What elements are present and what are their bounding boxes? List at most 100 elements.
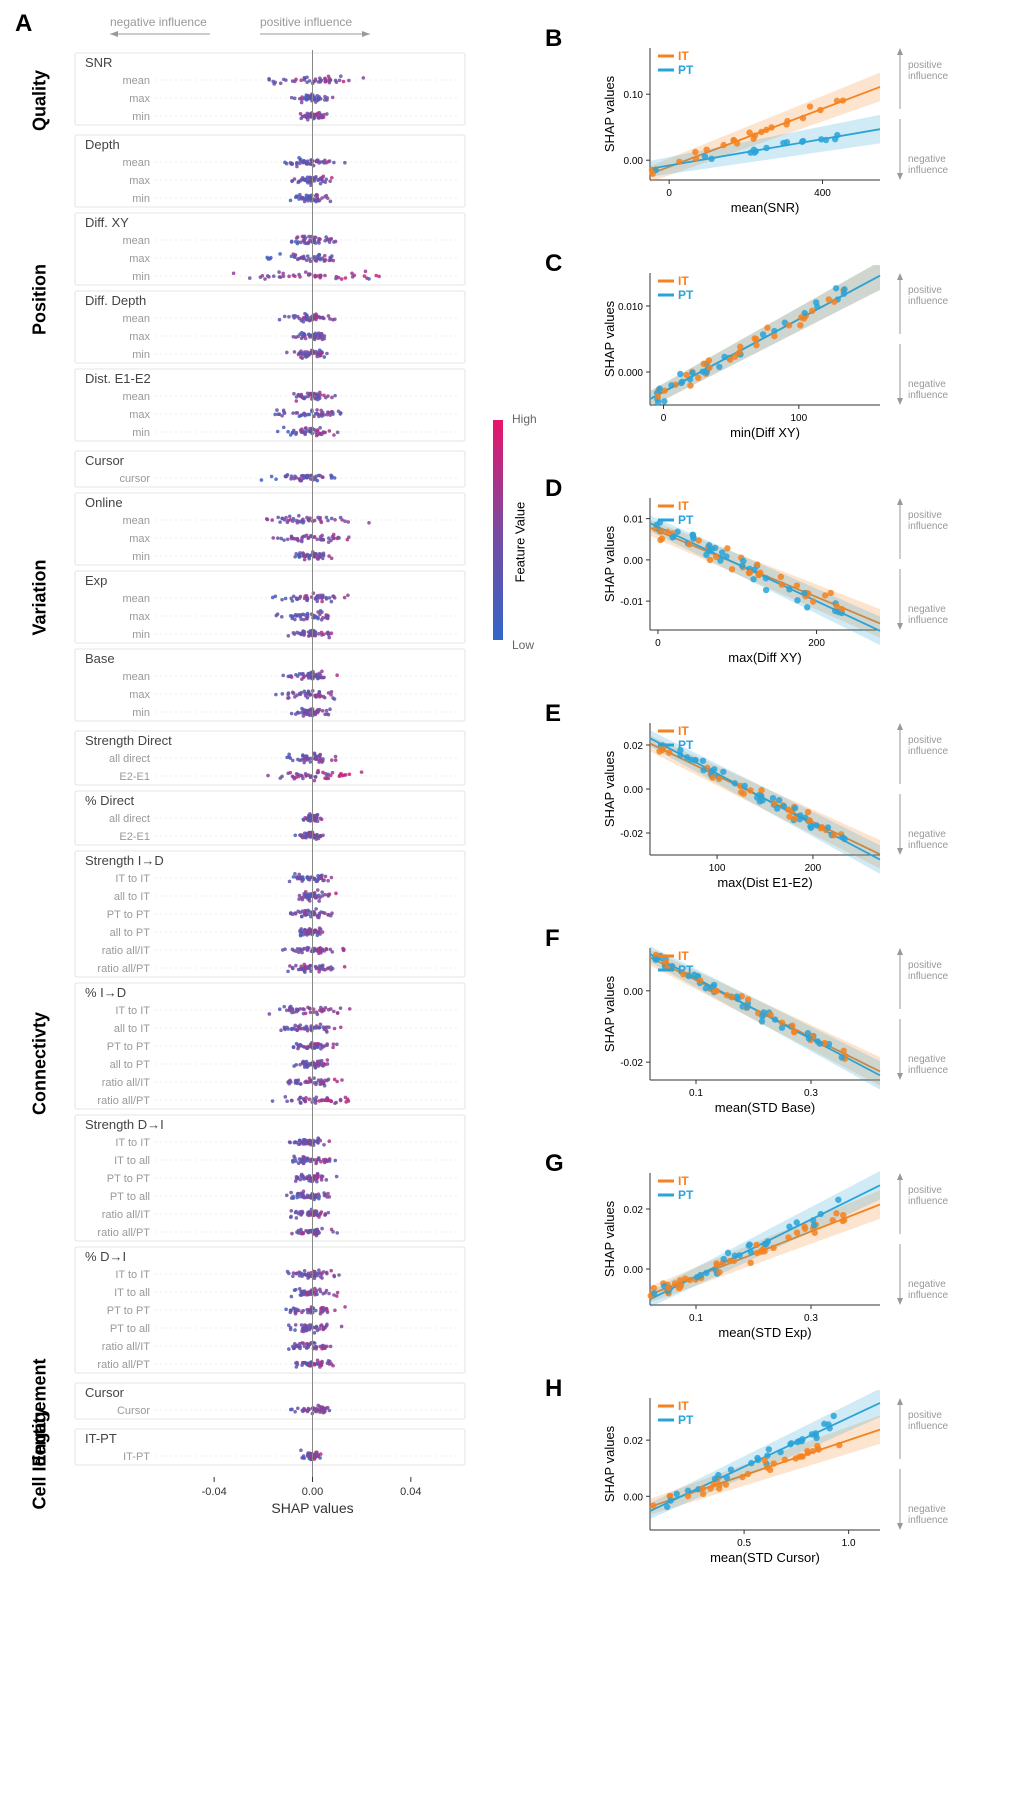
svg-text:IT-PT: IT-PT [123, 1451, 150, 1463]
panel-a-beeswarm: SNRmeanmaxminDepthmeanmaxminDiff. XYmean… [70, 45, 470, 1745]
svg-text:0.00: 0.00 [302, 1486, 323, 1498]
svg-text:% I→D: % I→D [85, 985, 126, 1000]
svg-text:0.00: 0.00 [624, 1492, 644, 1503]
svg-text:-0.02: -0.02 [620, 1058, 643, 1069]
svg-text:ratio all/IT: ratio all/IT [102, 1077, 151, 1089]
svg-text:mean: mean [122, 391, 150, 403]
svg-text:IT to IT: IT to IT [115, 1005, 150, 1017]
svg-text:mean(STD Cursor): mean(STD Cursor) [710, 1550, 820, 1565]
svg-text:min: min [132, 111, 150, 123]
svg-text:min: min [132, 193, 150, 205]
svg-text:0: 0 [666, 188, 672, 199]
svg-text:SHAP values: SHAP values [602, 525, 617, 602]
svg-text:IT to IT: IT to IT [115, 873, 150, 885]
panel-b-scatter: 0.000.100400mean(SNR)SHAP valuesITPTposi… [600, 40, 970, 240]
svg-text:SHAP values: SHAP values [602, 1200, 617, 1277]
category-label: Connectivty [30, 999, 51, 1129]
svg-text:IT to IT: IT to IT [115, 1137, 150, 1149]
colorbar [490, 420, 510, 640]
svg-text:mean: mean [122, 235, 150, 247]
svg-text:% Direct: % Direct [85, 793, 135, 808]
svg-text:all direct: all direct [109, 813, 150, 825]
panel-e-scatter: -0.020.000.02100200max(Dist E1-E2)SHAP v… [600, 715, 970, 915]
svg-text:PT: PT [678, 738, 694, 752]
svg-text:PT: PT [678, 963, 694, 977]
svg-text:PT: PT [678, 1413, 694, 1427]
svg-text:0.01: 0.01 [624, 515, 644, 526]
svg-text:0.02: 0.02 [624, 1205, 644, 1216]
svg-text:0.02: 0.02 [624, 741, 644, 752]
svg-text:max: max [129, 331, 150, 343]
category-label: Variation [30, 533, 51, 663]
svg-text:0.10: 0.10 [624, 90, 644, 101]
svg-text:Online: Online [85, 495, 123, 510]
svg-text:max: max [129, 689, 150, 701]
svg-text:0: 0 [661, 413, 667, 424]
svg-text:IT: IT [678, 724, 689, 738]
svg-text:ratio all/IT: ratio all/IT [102, 1341, 151, 1353]
svg-text:IT to IT: IT to IT [115, 1269, 150, 1281]
svg-text:0.3: 0.3 [804, 1088, 818, 1099]
svg-text:negativeinfluence: negativeinfluence [908, 1504, 948, 1526]
svg-text:Diff. XY: Diff. XY [85, 215, 129, 230]
pos-influence-label: positive influence [260, 15, 352, 29]
svg-text:all to PT: all to PT [110, 927, 151, 939]
svg-text:PT to PT: PT to PT [107, 1305, 150, 1317]
svg-text:all direct: all direct [109, 753, 150, 765]
svg-text:Dist. E1-E2: Dist. E1-E2 [85, 371, 151, 386]
svg-text:min: min [132, 551, 150, 563]
svg-text:IT: IT [678, 1399, 689, 1413]
svg-text:SHAP values: SHAP values [602, 1425, 617, 1502]
svg-text:-0.04: -0.04 [202, 1486, 227, 1498]
svg-text:cursor: cursor [119, 473, 150, 485]
svg-text:min: min [132, 271, 150, 283]
svg-text:Exp: Exp [85, 573, 107, 588]
svg-text:PT: PT [678, 1188, 694, 1202]
panel-b-label: B [545, 25, 562, 53]
svg-text:ratio all/IT: ratio all/IT [102, 1209, 151, 1221]
svg-text:IT: IT [678, 499, 689, 513]
svg-text:min: min [132, 349, 150, 361]
svg-text:PT to PT: PT to PT [107, 1041, 150, 1053]
svg-text:PT to PT: PT to PT [107, 1173, 150, 1185]
svg-text:Strength Direct: Strength Direct [85, 733, 172, 748]
svg-text:IT to all: IT to all [114, 1155, 150, 1167]
svg-text:SHAP values: SHAP values [602, 300, 617, 377]
svg-text:positiveinfluence: positiveinfluence [908, 285, 948, 307]
svg-text:min: min [132, 427, 150, 439]
svg-text:IT: IT [678, 49, 689, 63]
svg-text:IT: IT [678, 949, 689, 963]
svg-text:0.00: 0.00 [624, 1265, 644, 1276]
svg-text:min: min [132, 629, 150, 641]
svg-text:negativeinfluence: negativeinfluence [908, 1054, 948, 1076]
svg-text:negativeinfluence: negativeinfluence [908, 1279, 948, 1301]
svg-text:0.00: 0.00 [624, 785, 644, 796]
svg-text:ratio all/PT: ratio all/PT [97, 1227, 150, 1239]
svg-text:-0.02: -0.02 [620, 829, 643, 840]
svg-text:100: 100 [709, 863, 726, 874]
svg-text:0.1: 0.1 [689, 1313, 703, 1324]
svg-text:0.04: 0.04 [400, 1486, 421, 1498]
svg-text:0.00: 0.00 [624, 987, 644, 998]
panel-f-scatter: -0.020.000.10.3mean(STD Base)SHAP values… [600, 940, 970, 1140]
svg-text:mean: mean [122, 313, 150, 325]
svg-text:100: 100 [790, 413, 807, 424]
panel-d-label: D [545, 475, 562, 503]
category-label: Position [30, 235, 51, 365]
category-label: Quality [30, 36, 51, 166]
svg-text:Strength D→I: Strength D→I [85, 1117, 164, 1132]
panel-d-scatter: -0.010.000.010200max(Diff XY)SHAP values… [600, 490, 970, 690]
svg-text:negativeinfluence: negativeinfluence [908, 604, 948, 626]
svg-text:Strength I→D: Strength I→D [85, 853, 164, 868]
svg-text:SNR: SNR [85, 55, 112, 70]
svg-text:IT-PT: IT-PT [85, 1431, 117, 1446]
svg-text:positiveinfluence: positiveinfluence [908, 735, 948, 757]
svg-text:min(Diff XY): min(Diff XY) [730, 425, 800, 440]
svg-text:mean: mean [122, 157, 150, 169]
svg-text:0.3: 0.3 [804, 1313, 818, 1324]
svg-text:IT to all: IT to all [114, 1287, 150, 1299]
colorbar-low: Low [512, 638, 534, 652]
panel-f-label: F [545, 925, 560, 953]
neg-influence-label: negative influence [110, 15, 207, 29]
svg-text:mean(STD Exp): mean(STD Exp) [718, 1325, 811, 1340]
